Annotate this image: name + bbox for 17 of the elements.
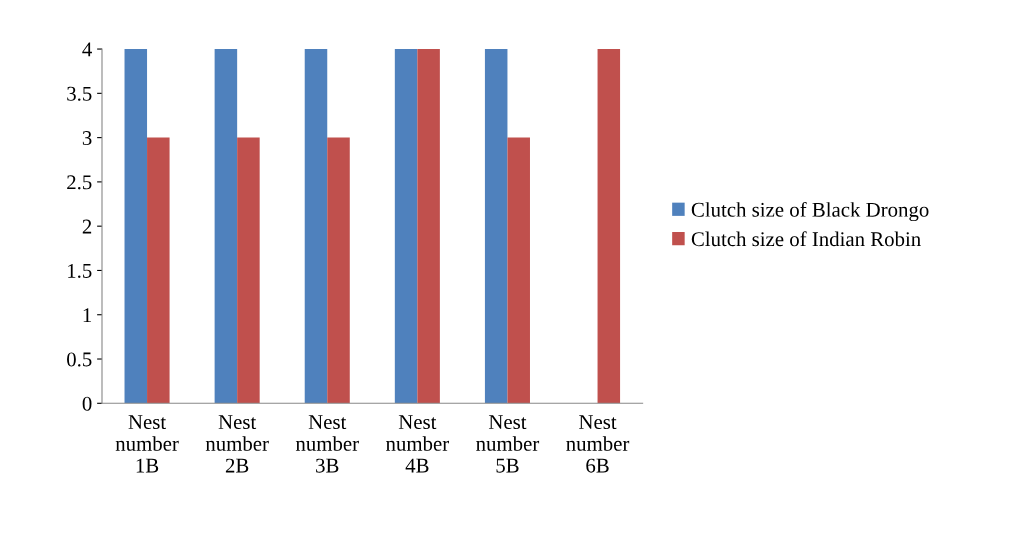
x-tick-label: Nest number 6B (566, 415, 630, 473)
x-tick-label: Nest number 4B (386, 415, 449, 473)
y-tick-label: 3.5 (67, 86, 92, 101)
x-tick-label: Nest number 3B (295, 415, 359, 473)
y-tick-label: 4 (82, 42, 92, 57)
y-tick-label: 2 (82, 219, 92, 234)
y-tick-label: 0 (82, 396, 92, 411)
y-tick-label: 2.5 (67, 175, 92, 190)
x-tick-label: Nest number 1B (115, 415, 179, 473)
y-tick-label: 1 (83, 308, 92, 322)
y-tick-label: 3 (82, 131, 92, 146)
y-tick-label: 0.5 (67, 352, 92, 367)
x-tick-label: Nest number 2B (205, 415, 269, 473)
legend-label: Clutch size of Black Drongo (691, 201, 929, 222)
x-tick-label: Nest number 5B (476, 415, 540, 473)
y-tick-label: 1.5 (68, 263, 92, 278)
legend-label: Clutch size of Indian Robin (691, 231, 921, 247)
